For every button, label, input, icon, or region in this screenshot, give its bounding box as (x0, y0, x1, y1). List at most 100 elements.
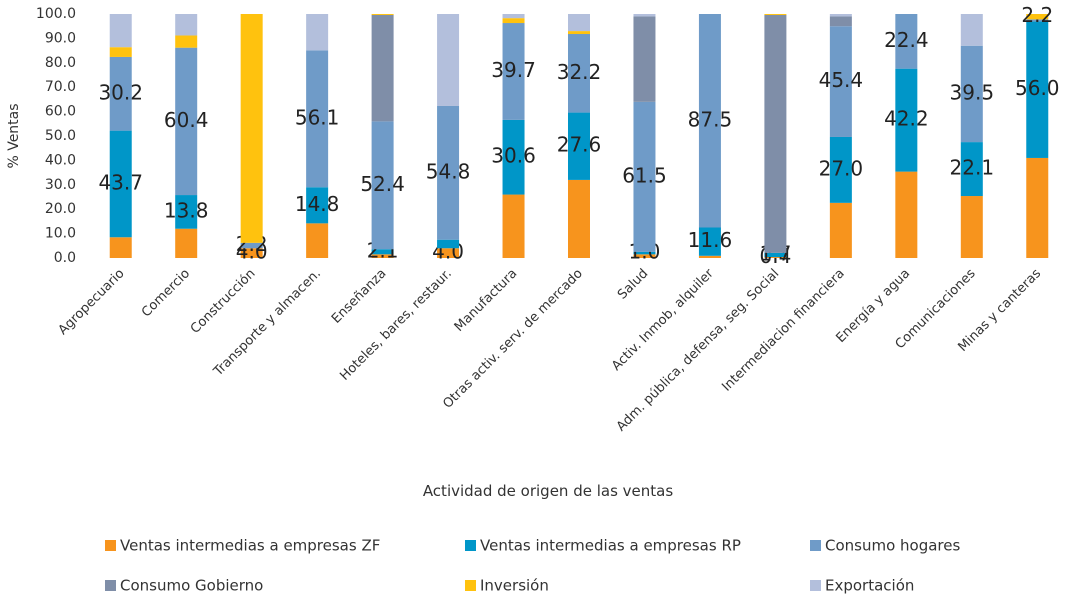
bar-segment (764, 257, 787, 258)
x-tick-label: Otras activ. serv. de mercado (440, 266, 586, 412)
bar-segment (698, 14, 721, 228)
bar-segment (568, 34, 590, 113)
x-tick-label: Construcción (188, 266, 259, 337)
data-label: 27.0 (819, 156, 864, 180)
bar-segment (175, 35, 198, 48)
bar-segment (240, 242, 263, 249)
bar-segment (633, 254, 656, 258)
legend-swatch (105, 540, 116, 551)
bar-segment (1026, 157, 1049, 258)
data-label: 56.1 (295, 105, 340, 129)
x-axis-title: Actividad de origen de las ventas (423, 482, 674, 500)
bar-segment (371, 254, 394, 258)
data-label: 30.2 (98, 80, 143, 104)
bar-segment (568, 14, 590, 32)
data-label: 14.8 (295, 192, 340, 216)
data-label: 27.6 (557, 133, 602, 157)
bar-segment (175, 47, 198, 196)
legend-swatch (810, 540, 821, 551)
legend-label: Consumo hogares (825, 537, 961, 555)
data-label: 42.2 (884, 107, 929, 131)
bar-segment (306, 223, 329, 258)
bar-segment (568, 31, 590, 35)
data-label: 39.7 (491, 58, 536, 82)
legend-swatch (810, 580, 821, 591)
x-tick-label: Intermediacion financiera (719, 266, 847, 394)
bar-segment (698, 255, 721, 258)
bar-segment (502, 14, 525, 19)
y-tick-label: 100.0 (36, 6, 76, 22)
data-label: 22.4 (884, 28, 929, 52)
data-label: 87.5 (688, 107, 733, 131)
legend-swatch (465, 580, 476, 591)
bar-segment (437, 248, 460, 258)
bar-segment (1026, 14, 1049, 20)
y-tick-label: 0.0 (54, 250, 76, 266)
bar-segment (502, 194, 525, 258)
y-axis-title: % Ventas (6, 103, 22, 168)
bar-segment (371, 14, 394, 15)
bar-segment (829, 26, 852, 137)
bar-segment (960, 196, 983, 258)
x-tick-label: Manufactura (452, 266, 521, 335)
data-label: 30.6 (491, 144, 536, 168)
bar-segment (960, 45, 983, 143)
bar-segment (829, 16, 852, 27)
bar-segment (109, 47, 132, 57)
x-tick-label: Salud (615, 266, 651, 302)
x-tick-label: Comercio (139, 266, 193, 320)
data-label: 11.6 (688, 228, 733, 252)
y-tick-label: 30.0 (45, 177, 76, 193)
bar-segment (502, 23, 525, 120)
bar-segment (175, 14, 198, 36)
bar-segment (698, 227, 721, 256)
bar-segment (633, 14, 656, 17)
bar-segment (306, 50, 329, 188)
data-label: 2.2 (1021, 3, 1053, 27)
y-tick-label: 90.0 (45, 30, 76, 46)
data-label: 60.4 (164, 108, 209, 132)
legend-label: Ventas intermedias a empresas RP (480, 537, 741, 555)
data-label: 45.4 (819, 68, 864, 92)
legend-label: Exportación (825, 577, 914, 595)
bar-segment (437, 239, 460, 249)
bar-segment (633, 16, 656, 102)
x-tick-label: Hoteles, bares, restaur. (337, 266, 455, 384)
bar-segment (764, 252, 787, 258)
bar-segment (502, 119, 525, 195)
data-label: 13.8 (164, 198, 209, 222)
bar-segment (895, 171, 918, 258)
data-label: 56.0 (1015, 76, 1060, 100)
bar-segment (109, 237, 132, 258)
bar-segment (240, 14, 263, 243)
legend-label: Consumo Gobierno (120, 577, 263, 595)
x-tick-label: Transporte y almacen. (210, 266, 324, 380)
bar-segment (764, 14, 787, 253)
bar-segment (633, 251, 656, 255)
bar-segment (371, 249, 394, 255)
legend-swatch (465, 540, 476, 551)
data-label: 32.2 (557, 60, 602, 84)
legend-label: Ventas intermedias a empresas ZF (120, 537, 380, 555)
x-tick-label: Enseñanza (329, 266, 389, 326)
y-tick-label: 20.0 (45, 201, 76, 217)
y-tick-label: 40.0 (45, 152, 76, 168)
bar-segment (109, 130, 132, 238)
data-label: 52.4 (360, 172, 405, 196)
bar-segment (895, 68, 918, 172)
bar-segment (502, 18, 525, 24)
bar-segment (829, 136, 852, 203)
bar-segment (960, 142, 983, 197)
bar-segment (109, 14, 132, 48)
bar-segment (306, 14, 329, 51)
legend-label: Inversión (480, 577, 549, 595)
bar-segment (437, 14, 460, 106)
x-tick-label: Agropecuario (56, 266, 128, 338)
bar-segment (960, 14, 983, 46)
data-label: 43.7 (98, 170, 143, 194)
y-tick-label: 60.0 (45, 104, 76, 120)
data-label: 61.5 (622, 163, 667, 187)
bar-segment (764, 14, 787, 15)
bar-segment (829, 202, 852, 258)
